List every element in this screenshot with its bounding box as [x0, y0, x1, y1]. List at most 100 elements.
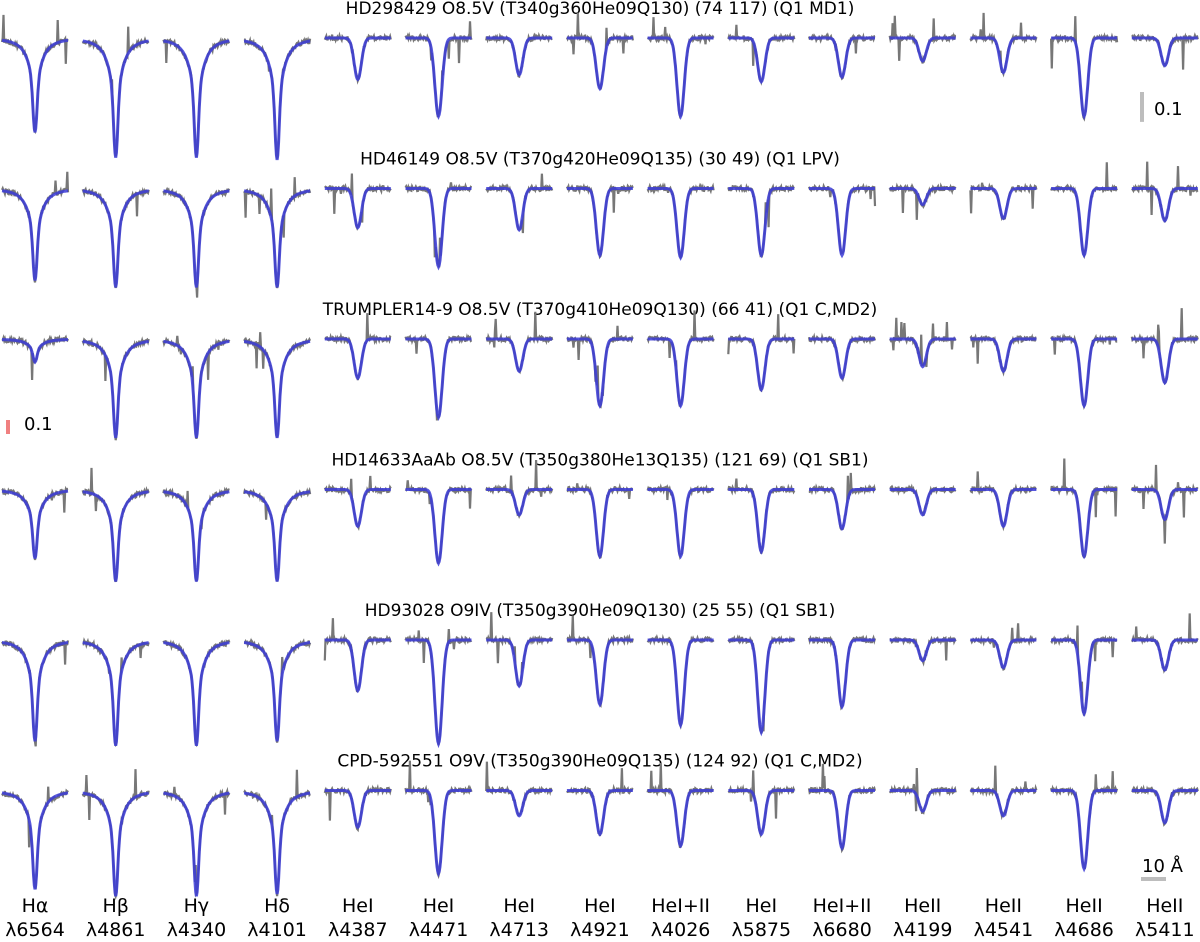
- line-profile-panel: [485, 173, 554, 234]
- observed-spectrum-line: [485, 31, 553, 79]
- line-profile-panel: [323, 31, 392, 85]
- observed-spectrum-line: [646, 633, 715, 730]
- model-fit-line: [243, 39, 311, 161]
- observed-spectrum-line: [646, 483, 715, 561]
- model-fit-line: [566, 337, 633, 409]
- line-name-label: Hγ: [184, 895, 210, 917]
- line-profile-panel: [81, 26, 150, 158]
- model-fit-line: [324, 337, 391, 381]
- model-fit-line: [243, 791, 311, 895]
- observed-spectrum-line: [81, 769, 150, 901]
- model-fit-line: [163, 490, 230, 582]
- model-fit-line: [728, 187, 795, 259]
- observed-spectrum-line: [969, 471, 1037, 532]
- line-name-label: HeI+II: [813, 895, 872, 917]
- model-fit-line: [1, 641, 69, 742]
- model-fit-line: [1051, 638, 1118, 718]
- line-profile-panel: [485, 459, 554, 519]
- model-fit-line: [324, 36, 391, 82]
- observed-spectrum-line: [1050, 458, 1118, 559]
- line-profile-panel: [162, 335, 231, 440]
- star-titles: HD298429 O8.5V (T340g360He09Q130) (74 11…: [322, 0, 878, 772]
- observed-spectrum-line: [646, 17, 715, 120]
- model-fit-line: [405, 36, 472, 120]
- line-wavelength-label: λ4471: [409, 919, 469, 941]
- model-fit-line: [1, 791, 69, 890]
- model-fit-line: [728, 337, 795, 393]
- model-fit-line: [647, 638, 714, 730]
- model-fit-line: [486, 337, 553, 374]
- line-profile-panel: [1050, 625, 1118, 718]
- observed-spectrum-line: [324, 173, 392, 232]
- observed-spectrum-line: [81, 26, 150, 157]
- line-profile-panel: [646, 483, 715, 561]
- line-profile-panel: [1, 334, 69, 381]
- line-profile-panel: [404, 182, 473, 271]
- line-name-label: HeI: [423, 895, 455, 917]
- line-profile-panel: [969, 471, 1037, 532]
- model-fit-line: [405, 789, 472, 878]
- line-profile-panel: [969, 12, 1038, 78]
- observed-spectrum-line: [404, 182, 473, 268]
- line-profile-panel: [969, 623, 1037, 672]
- observed-spectrum-line: [1131, 784, 1199, 827]
- observed-spectrum-line: [162, 36, 231, 158]
- line-profile-panel: [404, 480, 473, 567]
- line-profile-panel: [324, 173, 392, 232]
- flux-scale-label-small: 0.1: [24, 414, 53, 435]
- line-wavelength-label: λ4340: [167, 919, 227, 941]
- model-fit-line: [486, 36, 553, 77]
- observed-spectrum-line: [162, 786, 231, 898]
- observed-spectrum-line: [1130, 308, 1199, 386]
- line-profile-panel: [566, 325, 634, 409]
- line-wavelength-label: λ4713: [489, 919, 549, 941]
- observed-spectrum-line: [727, 24, 796, 86]
- line-profile-panel: [0, 14, 69, 135]
- model-fit-line: [1, 38, 69, 133]
- observed-spectrum-line: [1130, 613, 1199, 674]
- observed-spectrum-line: [323, 31, 392, 85]
- model-fit-line: [163, 339, 230, 439]
- model-fit-line: [809, 488, 875, 531]
- line-wavelength-label: λ5411: [1135, 919, 1195, 941]
- model-fit-line: [1051, 337, 1118, 409]
- observed-spectrum-line: [1, 639, 70, 747]
- wavelength-scale-label: 10 Å: [1142, 855, 1184, 877]
- line-name-label: Hα: [22, 895, 49, 917]
- observed-spectrum-line: [1, 171, 70, 283]
- observed-spectrum-line: [485, 173, 554, 234]
- observed-spectrum-line: [1050, 162, 1118, 260]
- observed-spectrum-line: [566, 482, 634, 560]
- line-profile-panel: [1131, 784, 1199, 827]
- model-fit-line: [1, 189, 69, 281]
- scale-bars: 0.1 0.1 10 Å: [6, 92, 1184, 881]
- model-fit-line: [889, 187, 956, 207]
- line-name-label: HeI+II: [651, 895, 710, 917]
- observed-spectrum-line: [243, 769, 311, 897]
- line-profile-panel: [485, 612, 554, 689]
- line-profile-panel: [323, 618, 392, 694]
- line-profile-panel: [243, 769, 311, 897]
- model-fit-line: [82, 39, 150, 158]
- model-fit-line: [163, 641, 230, 747]
- line-profile-panel: [162, 486, 230, 583]
- model-fit-line: [1131, 337, 1198, 386]
- model-fit-line: [486, 488, 553, 517]
- model-fit-line: [728, 789, 795, 837]
- model-fit-line: [324, 488, 391, 529]
- line-profile-panel: [889, 317, 957, 369]
- line-wavelength-label: λ5875: [731, 919, 791, 941]
- model-fit-line: [162, 39, 230, 158]
- line-profile-panel: [404, 760, 473, 880]
- observed-spectrum-line: [727, 634, 796, 734]
- model-fit-line: [486, 638, 553, 689]
- line-profile-panel: [646, 762, 715, 849]
- model-fit-line: [1, 489, 69, 559]
- line-profile-panel: [889, 483, 957, 517]
- line-name-label: HeI: [342, 895, 374, 917]
- model-fit-line: [728, 488, 795, 555]
- model-fit-line: [809, 789, 875, 851]
- model-fit-line: [889, 36, 956, 63]
- observed-spectrum-line: [485, 612, 554, 687]
- model-fit-line: [324, 638, 391, 694]
